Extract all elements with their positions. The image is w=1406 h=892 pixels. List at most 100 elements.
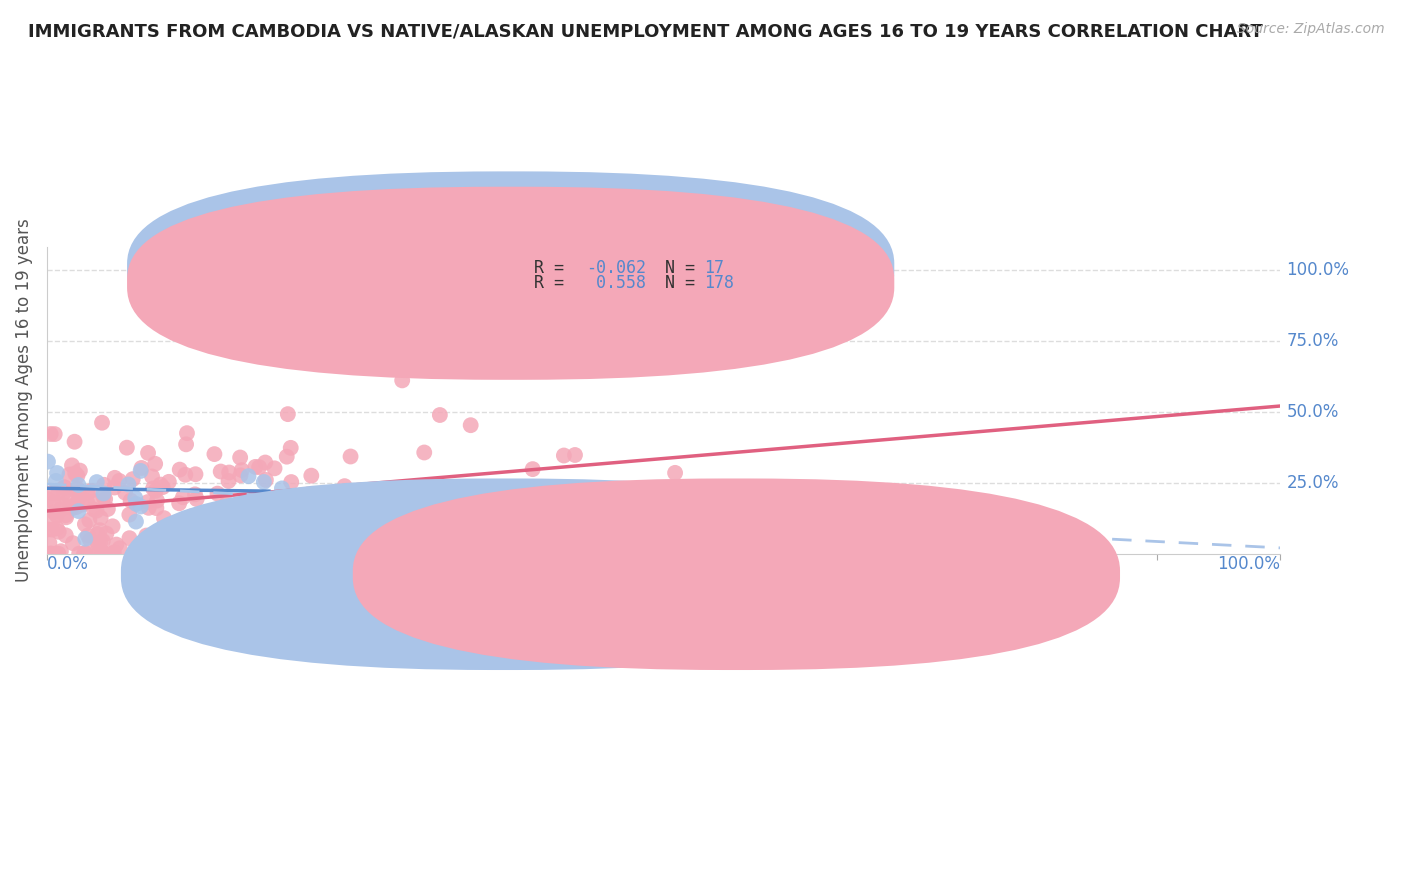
Text: Source: ZipAtlas.com: Source: ZipAtlas.com [1237,22,1385,37]
Point [664,466,686,480]
Text: 25.0%: 25.0% [1286,474,1339,491]
Point [131,461,153,475]
Point [149,477,172,491]
Point [84,547,107,561]
Point [55,510,77,524]
Point [37,455,59,469]
Point [75,547,97,561]
Point [108,541,131,556]
Point [124,491,146,505]
Point [77,528,100,542]
Point [105,537,128,551]
Point [413,445,436,459]
Point [45,547,67,561]
Point [38,536,60,550]
Point [75,546,97,560]
Point [96,526,118,541]
Point [70,498,93,512]
Point [534,504,557,518]
Point [564,448,586,462]
Point [371,511,394,525]
Point [60,458,83,473]
Point [145,501,167,516]
Point [174,437,197,451]
Point [172,491,194,505]
Point [103,481,125,495]
Text: 100.0%: 100.0% [1218,555,1281,573]
Point [254,523,277,537]
Point [101,547,124,561]
Point [46,466,69,480]
Point [146,493,169,508]
Point [276,450,298,464]
Point [48,524,70,539]
Point [280,524,302,538]
Point [145,483,167,498]
Point [333,479,356,493]
Point [37,491,59,506]
FancyBboxPatch shape [127,186,894,380]
Point [42,505,65,519]
Text: -0.062: -0.062 [586,259,645,277]
Point [66,496,89,510]
Point [39,427,62,442]
Point [103,546,125,560]
Point [73,517,96,532]
Point [135,528,157,542]
Point [142,547,165,561]
Point [204,447,226,461]
Point [55,508,77,523]
Text: 100.0%: 100.0% [1286,260,1350,279]
Point [37,523,59,537]
Point [368,543,391,558]
Point [41,547,63,561]
Point [83,502,105,516]
Point [522,462,544,476]
Point [67,478,90,492]
Point [141,469,163,483]
Text: IMMIGRANTS FROM CAMBODIA VS NATIVE/ALASKAN UNEMPLOYMENT AMONG AGES 16 TO 19 YEAR: IMMIGRANTS FROM CAMBODIA VS NATIVE/ALASK… [28,22,1263,40]
Point [481,486,503,500]
Point [69,489,91,503]
Point [207,486,229,500]
Point [58,491,80,506]
Point [87,536,110,550]
Point [125,543,148,558]
Point [460,418,482,433]
Point [66,482,89,496]
Point [79,533,101,547]
Point [288,547,311,561]
Text: N =: N = [636,274,706,292]
Point [256,496,278,510]
Point [136,446,159,460]
Point [90,511,112,525]
Point [143,457,166,471]
Text: 0.558: 0.558 [586,274,645,292]
Point [65,500,87,514]
Point [79,513,101,527]
Point [91,533,114,548]
Point [42,513,65,527]
Point [391,373,413,387]
Point [41,523,63,537]
Text: 50.0%: 50.0% [1286,402,1339,421]
Point [184,487,207,501]
Point [94,547,117,561]
Point [44,427,66,442]
Point [231,463,253,477]
Point [69,464,91,478]
Point [285,337,308,351]
Point [366,544,388,558]
Point [93,547,115,561]
Point [188,508,211,522]
Point [174,467,197,482]
Text: R =: R = [534,259,574,277]
Point [254,473,277,487]
Point [221,539,243,553]
Point [45,508,67,523]
Point [87,547,110,561]
Text: Immigrants from Cambodia: Immigrants from Cambodia [526,567,735,582]
Point [129,464,152,478]
Point [253,475,276,489]
Y-axis label: Unemployment Among Ages 16 to 19 years: Unemployment Among Ages 16 to 19 years [15,219,32,582]
